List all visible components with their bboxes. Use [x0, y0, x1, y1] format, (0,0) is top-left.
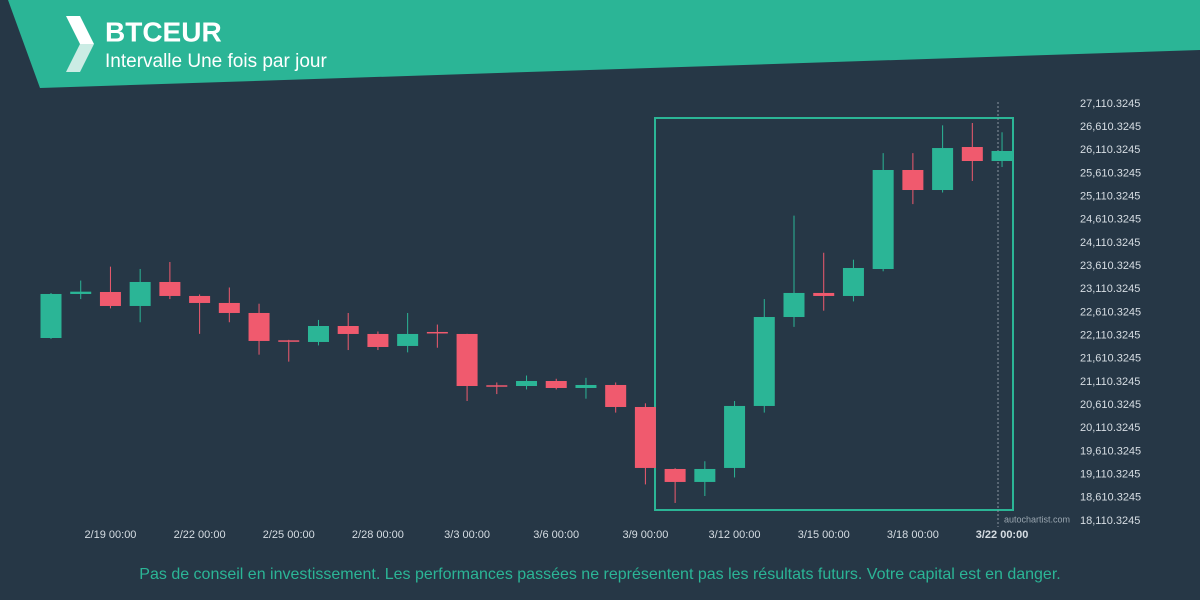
y-tick-label: 25,610.3245 — [1080, 167, 1141, 179]
y-tick-label: 24,110.3245 — [1080, 237, 1140, 249]
x-tick-label: 3/3 00:00 — [444, 529, 490, 541]
candle-body — [218, 302, 240, 313]
y-tick-label: 20,610.3245 — [1080, 399, 1141, 411]
pattern-frame — [654, 117, 1014, 511]
header-banner — [8, 0, 1200, 88]
candle-body — [605, 384, 627, 407]
watermark: autochartist.com — [1004, 514, 1070, 524]
y-tick-label: 18,610.3245 — [1080, 492, 1141, 504]
candle-body — [456, 333, 478, 386]
x-tick-label: 3/15 00:00 — [798, 529, 850, 541]
x-tick-label: 3/9 00:00 — [622, 529, 668, 541]
candle-body — [189, 295, 211, 303]
y-tick-label: 23,610.3245 — [1080, 260, 1141, 272]
y-tick-label: 21,110.3245 — [1080, 376, 1140, 388]
candle-body — [813, 292, 835, 296]
candle-body — [307, 325, 329, 342]
candle-body — [70, 291, 92, 294]
x-tick-label: 2/19 00:00 — [84, 529, 136, 541]
y-tick-label: 25,110.3245 — [1080, 191, 1140, 203]
x-tick-label: 3/6 00:00 — [533, 529, 579, 541]
chart-title: BTCEUR — [105, 16, 222, 47]
candle-body — [545, 380, 567, 388]
candle-body — [248, 312, 270, 341]
candle-body — [367, 333, 389, 347]
y-tick-label: 21,610.3245 — [1080, 353, 1141, 365]
x-tick-label: 3/18 00:00 — [887, 529, 939, 541]
candle-body — [129, 281, 151, 306]
y-tick-label: 19,110.3245 — [1080, 469, 1140, 481]
y-tick-label: 26,110.3245 — [1080, 144, 1140, 156]
candle-body — [872, 169, 894, 270]
chart-subtitle: Intervalle Une fois par jour — [105, 51, 327, 72]
x-tick-label: 2/22 00:00 — [174, 529, 226, 541]
y-tick-label: 27,110.3245 — [1080, 98, 1140, 110]
x-tick-label: 3/22 00:00 — [976, 529, 1029, 541]
y-tick-label: 19,610.3245 — [1080, 445, 1141, 457]
candle-body — [159, 281, 181, 296]
candle-body — [724, 405, 746, 468]
y-tick-label: 18,110.3245 — [1080, 515, 1140, 527]
candle-body — [664, 468, 686, 482]
y-tick-label: 20,110.3245 — [1080, 422, 1140, 434]
candle-body — [783, 292, 805, 318]
candle-body — [634, 406, 656, 468]
y-tick-label: 23,110.3245 — [1080, 283, 1140, 295]
candle-body — [426, 331, 448, 334]
y-tick-label: 22,110.3245 — [1080, 330, 1140, 342]
candle-body — [694, 468, 716, 482]
logo — [66, 16, 94, 72]
candle-body — [278, 340, 300, 342]
candle-body — [842, 267, 864, 296]
candle-body — [961, 147, 983, 162]
candle-body — [486, 385, 508, 387]
candle-body — [397, 333, 419, 346]
y-tick-label: 24,610.3245 — [1080, 214, 1141, 226]
candle-body — [516, 380, 538, 386]
x-tick-label: 3/12 00:00 — [709, 529, 761, 541]
candle-body — [40, 293, 62, 338]
candle-body — [575, 384, 597, 388]
x-tick-label: 2/25 00:00 — [263, 529, 315, 541]
candle-body — [991, 150, 1013, 162]
candle-body — [902, 169, 924, 191]
candle-body — [337, 325, 359, 334]
y-tick-label: 26,610.3245 — [1080, 121, 1141, 133]
disclaimer: Pas de conseil en investissement. Les pe… — [139, 566, 1060, 583]
candle-body — [753, 317, 775, 406]
candle-body — [99, 291, 121, 306]
y-tick-label: 22,610.3245 — [1080, 306, 1141, 318]
candle-body — [932, 148, 954, 191]
x-tick-label: 2/28 00:00 — [352, 529, 404, 541]
